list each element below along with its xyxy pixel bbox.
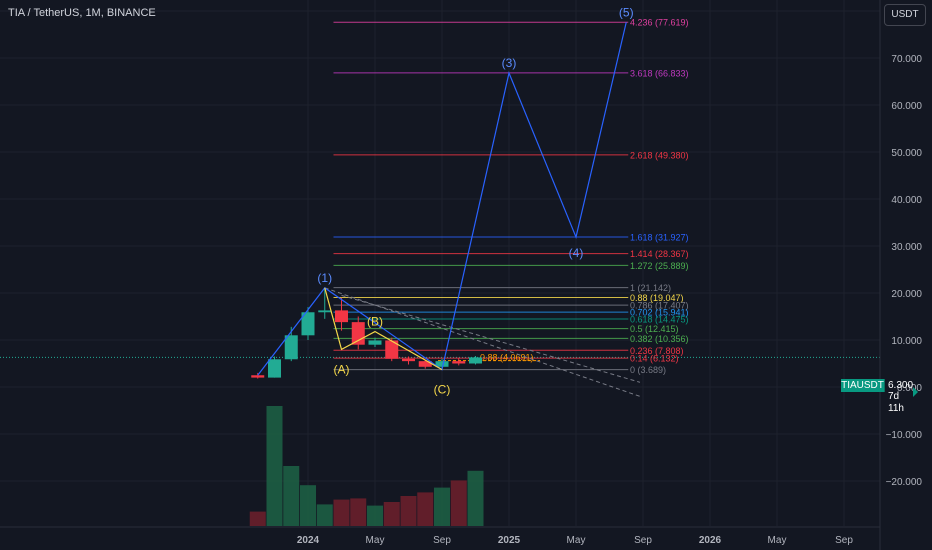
candle-body — [402, 358, 415, 362]
volume-bar — [333, 499, 350, 526]
candle-body — [368, 340, 382, 345]
fib-level-label: 0.88 (19.047) — [630, 293, 684, 303]
fib-level-label: 1 (21.142) — [630, 283, 671, 293]
y-tick-label: −10.000 — [886, 430, 923, 441]
wave-label: (5) — [619, 5, 634, 19]
price-badge-value: 6.300 — [888, 380, 914, 391]
trend-lines — [324, 287, 641, 397]
volume-bar — [367, 505, 383, 526]
candle-body — [385, 340, 399, 359]
fib-level-label: 2.618 (49.380) — [630, 150, 689, 160]
x-tick-label: Sep — [835, 535, 853, 546]
impulse-wave-line — [257, 22, 627, 376]
wave-label: (B) — [367, 315, 383, 329]
currency-button[interactable]: USDT — [884, 4, 926, 26]
downtrend-line — [341, 294, 641, 383]
y-tick-label: 0.000 — [897, 383, 922, 394]
volume-bar — [450, 480, 467, 526]
volume-bar — [266, 406, 283, 526]
x-tick-label: Sep — [634, 535, 652, 546]
x-tick-label: May — [567, 535, 586, 546]
wave-label: (3) — [502, 56, 517, 70]
y-tick-label: 50.000 — [891, 148, 922, 159]
candle-body — [268, 359, 281, 378]
volume-bar — [400, 496, 417, 526]
y-tick-label: 20.000 — [891, 289, 922, 300]
y-tick-label: −20.000 — [886, 477, 923, 488]
candle-body — [251, 375, 265, 378]
wave-label: (4) — [569, 246, 584, 260]
y-tick-label: 40.000 — [891, 195, 922, 206]
fib-level-label: 1.272 (25.889) — [630, 261, 689, 271]
candlesticks — [251, 287, 482, 379]
y-tick-label: 10.000 — [891, 336, 922, 347]
candle-body — [284, 335, 298, 360]
wave-label: (C) — [434, 383, 451, 397]
fib-level-label: 0.382 (10.356) — [630, 334, 689, 344]
volume-bar — [350, 498, 367, 526]
fib-level-label: 1.414 (28.367) — [630, 249, 689, 259]
fib-level-label: 0.702 (15.941) — [630, 308, 689, 318]
fib-level-label: 0.236 (7.808) — [630, 346, 684, 356]
volume-bar — [417, 492, 434, 526]
fib-level-label: 0.5 (12.415) — [630, 324, 679, 334]
candle-body — [318, 310, 332, 313]
y-tick-label: 70.000 — [891, 54, 922, 65]
corrective-wave-line — [324, 287, 443, 371]
x-tick-label: May — [366, 535, 385, 546]
fib-overlap-label: 0.88 (4.0691) — [480, 352, 534, 362]
symbol-title[interactable]: TIA / TetherUS, 1M, BINANCE — [8, 7, 156, 19]
candle-body — [335, 310, 348, 323]
volume-bar — [316, 504, 333, 526]
x-tick-label: Sep — [433, 535, 451, 546]
candle-body — [301, 312, 315, 336]
candle-body — [418, 361, 432, 367]
fibonacci-extension: 4.236 (77.619) 3.618 (66.833) 2.618 (49.38… — [333, 18, 689, 375]
fib-level-label: 3.618 (66.833) — [630, 68, 689, 78]
candle-body — [351, 322, 365, 345]
volume-bar — [383, 502, 400, 526]
fib-level-label: 0.14 (6.132) — [630, 354, 679, 364]
volume-bar — [249, 511, 266, 526]
y-tick-label: 30.000 — [891, 242, 922, 253]
volume-bar — [300, 485, 316, 526]
candle-body — [469, 357, 482, 364]
fib-level-label: 0 (3.689) — [630, 365, 666, 375]
wave-label: (1) — [317, 271, 332, 285]
x-tick-label: 2025 — [498, 535, 521, 546]
fib-level-label: 0.618 (14.475) — [630, 314, 689, 324]
elliott-waves: (1) (3) (4) (5) (A) (B) (C) — [257, 5, 634, 397]
volume-bar — [283, 466, 300, 526]
volume-bars — [249, 406, 484, 526]
price-badge-countdown: 7d 11h — [888, 391, 904, 414]
fib-level-label: 1.618 (31.927) — [630, 232, 689, 242]
wave-label: (A) — [334, 362, 350, 376]
candle-body — [435, 361, 449, 367]
y-tick-label: 60.000 — [891, 101, 922, 112]
fib-level-label: 0.786 (17.407) — [630, 301, 689, 311]
fib-level-label: 4.236 (77.619) — [630, 18, 689, 28]
candle-body — [452, 361, 466, 364]
grid — [0, 0, 880, 526]
price-pointer-icon — [913, 387, 918, 397]
volume-bar — [434, 487, 450, 526]
price-badge-symbol: TIAUSDT — [841, 379, 885, 392]
x-tick-label: 2024 — [297, 535, 320, 546]
x-tick-label: May — [768, 535, 787, 546]
x-tick-label: 2026 — [699, 535, 722, 546]
volume-bar — [467, 470, 484, 526]
